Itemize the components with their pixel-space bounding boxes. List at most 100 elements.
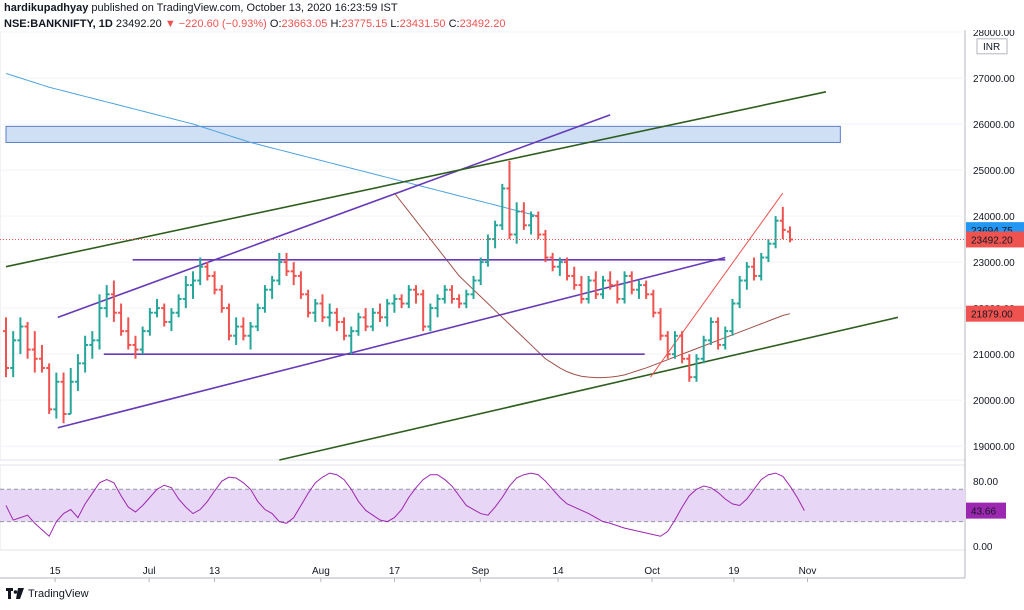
price-axis[interactable]: 28000.00 27000.00 26000.00 25000.00 24000.00… — [966, 30, 1024, 453]
ohlc-bar — [384, 298, 391, 327]
ohlc-bar — [513, 202, 520, 244]
time-tick-label: Sep — [471, 566, 489, 577]
time-tick-label: 15 — [50, 566, 62, 577]
price-chart[interactable]: 28000.00 27000.00 26000.00 25000.00 24000.00… — [0, 30, 1024, 586]
ohlc-bar — [441, 285, 448, 304]
ohlc-bar — [348, 326, 355, 355]
ohlc-bar — [161, 303, 168, 327]
ohlc-bar — [355, 312, 362, 336]
ohlc-bar — [190, 271, 197, 299]
ohlc-bar — [132, 335, 139, 359]
ohlc-bar — [240, 317, 247, 341]
ohlc-bar — [664, 331, 671, 359]
resistance-zone — [5, 125, 841, 143]
price-tag: 21879.00 — [966, 305, 1024, 322]
time-tick-label: Aug — [312, 566, 330, 577]
ohlc-bar — [17, 317, 24, 355]
publisher-name[interactable]: hardikupadhyay — [4, 2, 89, 14]
ohlc-bar — [182, 275, 189, 309]
time-axis[interactable]: 15 Jul 13 Aug 17 Sep 14 Oct 19 Nov — [50, 566, 817, 582]
ohlc-bar — [621, 271, 628, 304]
ohlc-bar — [779, 206, 786, 240]
ohlc-bar — [312, 298, 319, 322]
ohlc-bar — [434, 294, 441, 318]
price-tick-label: 20000.00 — [973, 396, 1015, 407]
rsi-panel: 80.00 0.00 43.66 — [0, 472, 1006, 553]
rsi-line — [5, 472, 805, 538]
ohlc-bar — [38, 344, 45, 373]
ohlc-bar — [506, 160, 513, 240]
ohlc-bar — [700, 335, 707, 364]
ohlc-bar — [362, 308, 369, 332]
price-tick-label: 23000.00 — [973, 258, 1015, 269]
ohlc-bar — [448, 285, 455, 304]
ohlc-bar — [211, 271, 218, 295]
ohlc-bar — [635, 280, 642, 299]
ohlc-bar — [456, 294, 463, 309]
ohlc-bar — [643, 280, 650, 299]
ohlc-bar — [261, 285, 268, 313]
ohlc-bar — [89, 331, 96, 359]
moving-average-layer — [5, 72, 791, 379]
time-tick-label: 19 — [728, 566, 740, 577]
symbol-label[interactable]: NSE:BANKNIFTY, 1D — [4, 18, 113, 30]
ohlc-bar — [297, 271, 304, 299]
ohlc-bar — [3, 317, 9, 378]
ohlc-bar — [218, 285, 225, 313]
ohlc-bar — [377, 303, 384, 322]
ohlc-bar — [758, 252, 765, 281]
ohlc-bar — [528, 211, 535, 235]
ma-long-line — [5, 72, 539, 217]
ohlc-bar — [722, 326, 729, 350]
currency-box — [976, 38, 1008, 55]
price-tick-label: 26000.00 — [973, 120, 1015, 131]
ohlc-bar — [520, 202, 527, 230]
low-label: L: — [390, 18, 400, 30]
ohlc-bar — [326, 303, 333, 327]
ohlc-bar — [650, 289, 657, 318]
ohlc-bar — [420, 289, 427, 332]
ohlc-bar — [405, 285, 412, 309]
ohlc-bar — [10, 331, 17, 378]
price-pane — [0, 31, 966, 461]
ohlc-bar — [765, 239, 772, 263]
resistance-zone-layer — [5, 125, 841, 143]
ohlc-bar — [564, 257, 571, 281]
ohlc-bar — [254, 303, 261, 332]
ohlc-bar — [53, 372, 60, 419]
ohlc-bar — [592, 271, 599, 299]
tradingview-logo-icon — [6, 588, 24, 599]
ohlc-bar — [571, 266, 578, 290]
ohlc-bar — [578, 275, 585, 304]
high-value: 23775.15 — [341, 18, 388, 30]
footer-brand[interactable]: TradingView — [6, 588, 89, 600]
ohlc-bar — [31, 331, 38, 373]
ohlc-bar — [751, 257, 758, 281]
rsi-value-box — [966, 502, 1006, 519]
price-change: ▼ −220.60 (−0.93%) — [164, 18, 267, 30]
price-tick-label: 24000.00 — [973, 212, 1015, 223]
ohlc-bar — [556, 257, 563, 276]
open-label: O: — [269, 18, 282, 30]
ohlc-bar — [204, 262, 211, 281]
close-label: C: — [448, 18, 460, 30]
ohlc-bar — [470, 275, 477, 299]
ohlc-bar — [319, 294, 326, 322]
ohlc-bar — [197, 257, 204, 286]
ohlc-bar — [707, 317, 714, 345]
ohlc-bar — [743, 262, 750, 290]
ohlc-bar — [24, 321, 31, 359]
currency-label: INR — [983, 42, 1000, 53]
ohlc-bar — [477, 257, 484, 286]
rsi-tick-label: 80.00 — [973, 477, 998, 488]
ohlc-bar — [96, 294, 103, 350]
time-tick-label: 14 — [552, 566, 564, 577]
publish-info: published on TradingView.com, October 13… — [91, 2, 398, 14]
price-tag-box — [966, 231, 1024, 248]
ohlc-bar — [225, 303, 232, 341]
ohlc-bar — [499, 183, 506, 230]
open-value: 23663.05 — [281, 18, 328, 30]
ohlc-bar — [463, 289, 470, 309]
ohlc-bar — [542, 229, 549, 263]
time-tick-label: Nov — [799, 566, 817, 577]
